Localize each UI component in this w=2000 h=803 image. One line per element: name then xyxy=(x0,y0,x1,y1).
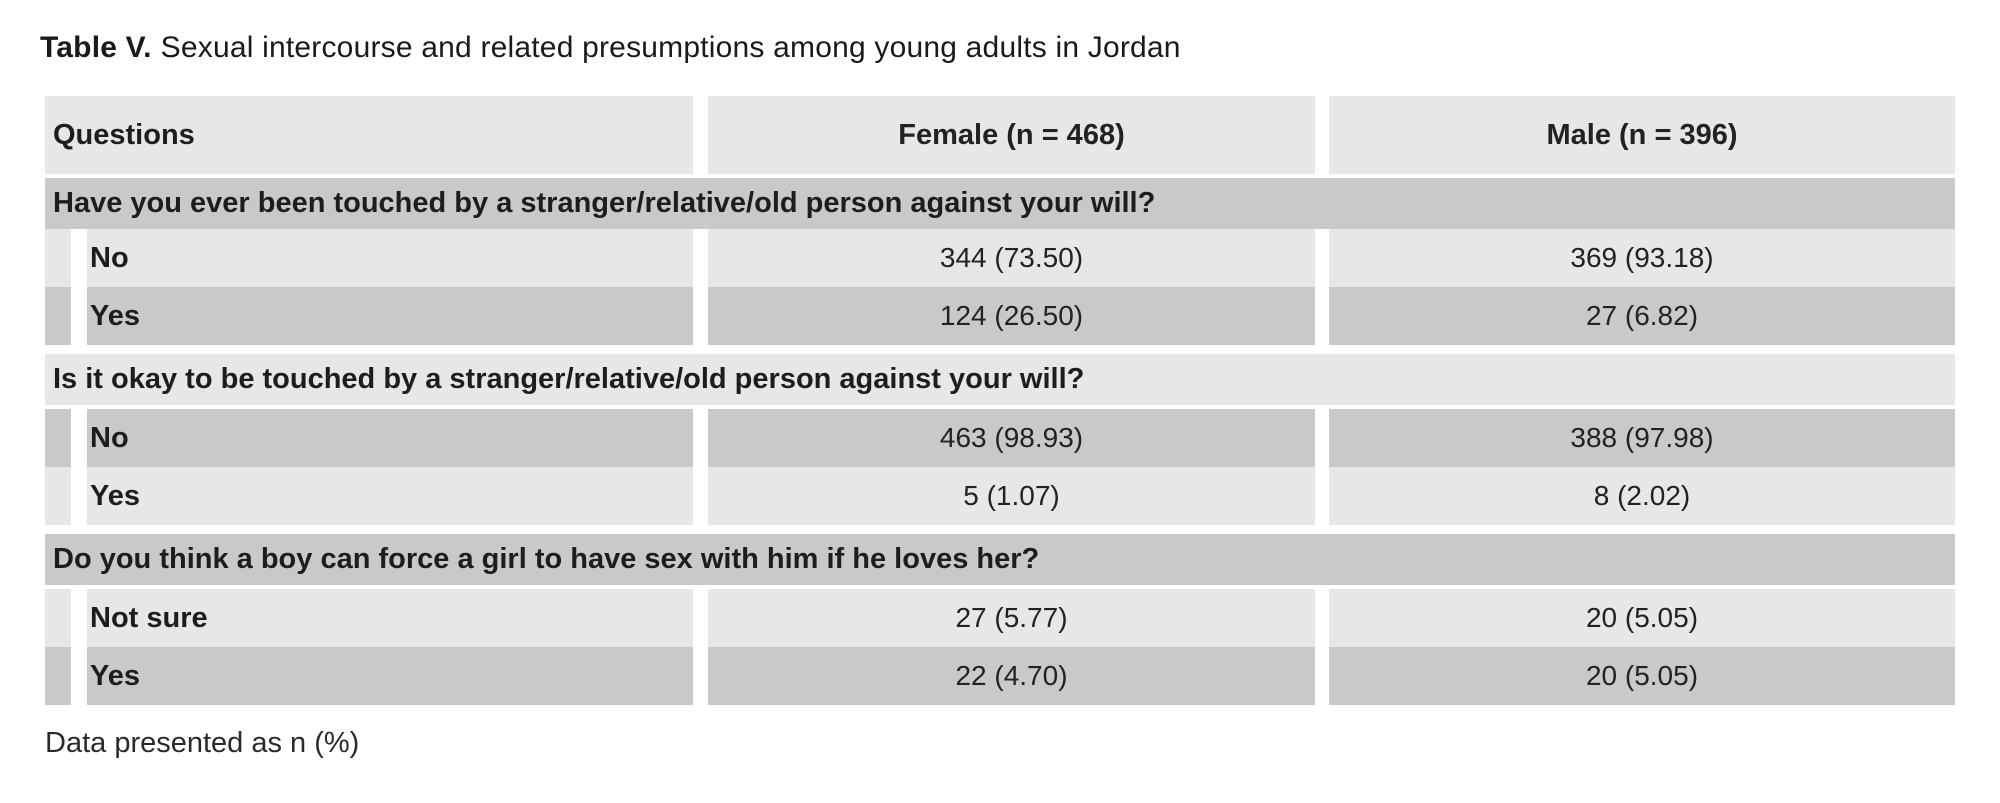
answer-label: Yes xyxy=(87,287,693,345)
male-value: 27 (6.82) xyxy=(1329,287,1955,345)
female-value: 463 (98.93) xyxy=(708,409,1315,467)
table-row: No 344 (73.50) 369 (93.18) xyxy=(45,229,1955,287)
column-gap xyxy=(693,589,708,647)
table-row: Yes 124 (26.50) 27 (6.82) xyxy=(45,287,1955,345)
row-indent-strip xyxy=(45,589,71,647)
column-header-questions: Questions xyxy=(45,96,693,174)
male-value: 20 (5.05) xyxy=(1329,589,1955,647)
column-header-male: Male (n = 396) xyxy=(1329,96,1955,174)
column-gap xyxy=(693,287,708,345)
section-question-row: Is it okay to be touched by a stranger/r… xyxy=(45,354,1955,405)
row-indent-strip xyxy=(45,467,71,525)
row-indent-strip xyxy=(45,287,71,345)
table-row: No 463 (98.93) 388 (97.98) xyxy=(45,409,1955,467)
column-gap xyxy=(1315,229,1329,287)
column-gap xyxy=(1315,96,1329,174)
column-gap xyxy=(693,467,708,525)
table-caption: Table V. Sexual intercourse and related p… xyxy=(40,30,2000,66)
table-footnote: Data presented as n (%) xyxy=(45,727,360,759)
column-gap xyxy=(1315,409,1329,467)
female-value: 124 (26.50) xyxy=(708,287,1315,345)
column-gap xyxy=(693,409,708,467)
table-row: Yes 5 (1.07) 8 (2.02) xyxy=(45,467,1955,525)
female-value: 27 (5.77) xyxy=(708,589,1315,647)
male-value: 388 (97.98) xyxy=(1329,409,1955,467)
column-gap xyxy=(1315,589,1329,647)
row-indent-strip xyxy=(45,647,71,705)
row-indent-strip xyxy=(45,409,71,467)
data-table: Questions Female (n = 468) Male (n = 396… xyxy=(45,96,1955,705)
table-caption-label: Table V. xyxy=(40,31,152,64)
indent-gap xyxy=(71,409,87,467)
female-value: 5 (1.07) xyxy=(708,467,1315,525)
male-value: 20 (5.05) xyxy=(1329,647,1955,705)
section-question-row: Have you ever been touched by a stranger… xyxy=(45,178,1955,229)
table-row: Yes 22 (4.70) 20 (5.05) xyxy=(45,647,1955,705)
female-value: 344 (73.50) xyxy=(708,229,1315,287)
column-gap xyxy=(1315,287,1329,345)
indent-gap xyxy=(71,589,87,647)
answer-label: Yes xyxy=(87,467,693,525)
column-gap xyxy=(693,229,708,287)
indent-gap xyxy=(71,287,87,345)
male-value: 8 (2.02) xyxy=(1329,467,1955,525)
section-question: Is it okay to be touched by a stranger/r… xyxy=(53,363,1085,395)
answer-label: Yes xyxy=(87,647,693,705)
column-gap xyxy=(1315,467,1329,525)
section-question: Do you think a boy can force a girl to h… xyxy=(53,543,1040,575)
indent-gap xyxy=(71,229,87,287)
section-question: Have you ever been touched by a stranger… xyxy=(53,187,1156,219)
column-gap xyxy=(1315,647,1329,705)
table-row: Not sure 27 (5.77) 20 (5.05) xyxy=(45,589,1955,647)
section-question-row: Do you think a boy can force a girl to h… xyxy=(45,534,1955,585)
column-gap xyxy=(693,647,708,705)
indent-gap xyxy=(71,467,87,525)
column-header-female: Female (n = 468) xyxy=(708,96,1315,174)
table-header-row: Questions Female (n = 468) Male (n = 396… xyxy=(45,96,1955,174)
answer-label: Not sure xyxy=(87,589,693,647)
male-value: 369 (93.18) xyxy=(1329,229,1955,287)
answer-label: No xyxy=(87,409,693,467)
indent-gap xyxy=(71,647,87,705)
answer-label: No xyxy=(87,229,693,287)
female-value: 22 (4.70) xyxy=(708,647,1315,705)
row-indent-strip xyxy=(45,229,71,287)
column-gap xyxy=(693,96,708,174)
table-caption-text: Sexual intercourse and related presumpti… xyxy=(160,31,1181,64)
